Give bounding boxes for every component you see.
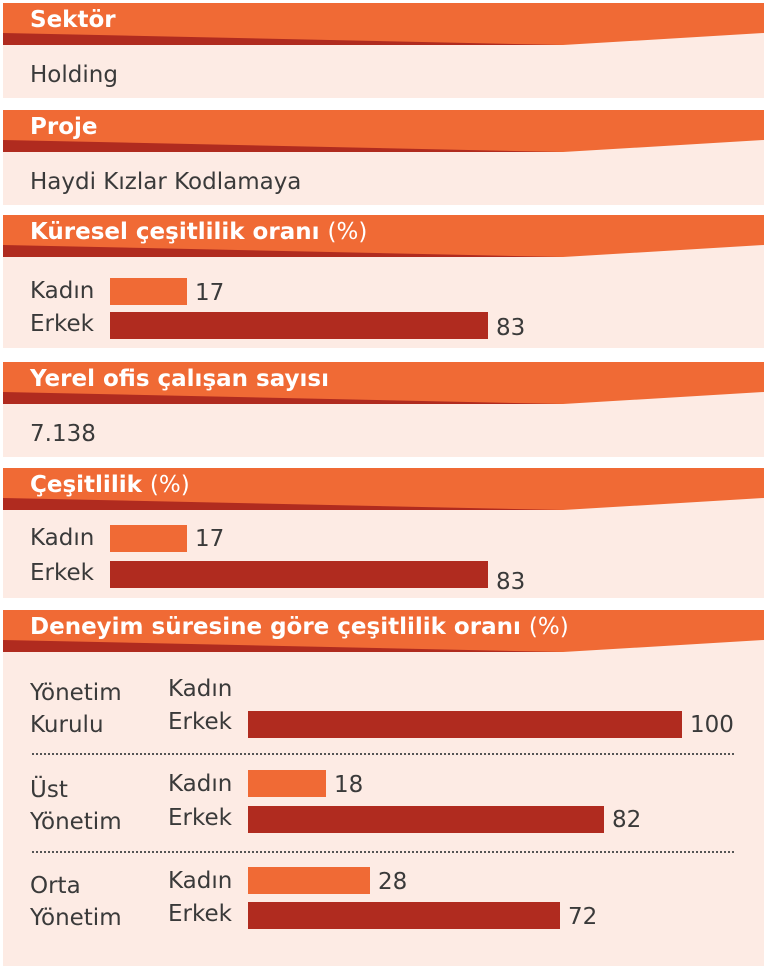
project-panel: Haydi Kızlar Kodlamaya [3,152,764,205]
header-divider [3,392,764,404]
erkek-label: Erkek [168,901,232,927]
erkek-label: Erkek [168,709,232,735]
erkek-label: Erkek [30,311,94,337]
project-header: Proje [3,110,764,152]
local-staff-title: Yerel ofis çalışan sayısı [30,366,329,392]
erkek-value: 72 [568,904,598,930]
erkek-bar [248,806,604,833]
diversity-panel: Kadın 17 Erkek 83 [3,510,764,598]
local-staff-panel: 7.138 [3,404,764,457]
global-diversity-title: Küresel çeşitlilik oranı (%) [30,219,368,245]
header-divider [3,245,764,257]
kadin-bar [110,525,187,552]
erkek-bar [110,312,488,339]
group-divider [32,753,734,755]
kadin-label: Kadın [168,868,233,894]
sector-title: Sektör [30,7,116,33]
erkek-value: 83 [496,569,526,595]
diversity-header: Çeşitlilik (%) [3,468,764,510]
kadin-label: Kadın [168,771,233,797]
erkek-label: Erkek [168,805,232,831]
header-divider [3,498,764,510]
sector-value: Holding [30,62,118,88]
group-label: Orta [30,873,81,899]
kadin-bar [248,770,326,797]
header-divider [3,640,764,652]
local-staff-header: Yerel ofis çalışan sayısı [3,362,764,404]
kadin-label: Kadın [30,525,95,551]
project-value: Haydi Kızlar Kodlamaya [30,169,302,195]
kadin-label: Kadın [30,278,95,304]
kadin-value: 17 [195,526,225,552]
header-divider [3,33,764,45]
erkek-bar [248,711,682,738]
erkek-bar [110,561,488,588]
experience-title: Deneyim süresine göre çeşitlilik oranı (… [30,614,569,640]
experience-panel: Yönetim Kurulu Kadın Erkek 100 Üst Yönet… [3,652,764,966]
erkek-value: 100 [690,712,734,738]
erkek-value: 82 [612,807,642,833]
group-label: Yönetim [30,809,122,835]
erkek-label: Erkek [30,560,94,586]
erkek-bar [248,902,560,929]
diversity-title: Çeşitlilik (%) [30,472,190,498]
sector-header: Sektör [3,3,764,45]
kadin-value: 18 [334,772,364,798]
kadin-value: 28 [378,869,408,895]
group-divider [32,851,734,853]
group-label: Kurulu [30,712,104,738]
group-label: Üst [30,777,68,803]
global-diversity-panel: Kadın 17 Erkek 83 [3,257,764,348]
experience-header: Deneyim süresine göre çeşitlilik oranı (… [3,610,764,652]
project-title: Proje [30,114,98,140]
kadin-value: 17 [195,280,225,306]
local-staff-value: 7.138 [30,421,96,447]
kadin-bar [248,867,370,894]
sector-panel: Holding [3,45,764,98]
header-divider [3,140,764,152]
group-label: Yönetim [30,905,122,931]
global-diversity-header: Küresel çeşitlilik oranı (%) [3,215,764,257]
kadin-bar [110,278,187,305]
kadin-label: Kadın [168,676,233,702]
erkek-value: 83 [496,315,526,341]
group-label: Yönetim [30,680,122,706]
